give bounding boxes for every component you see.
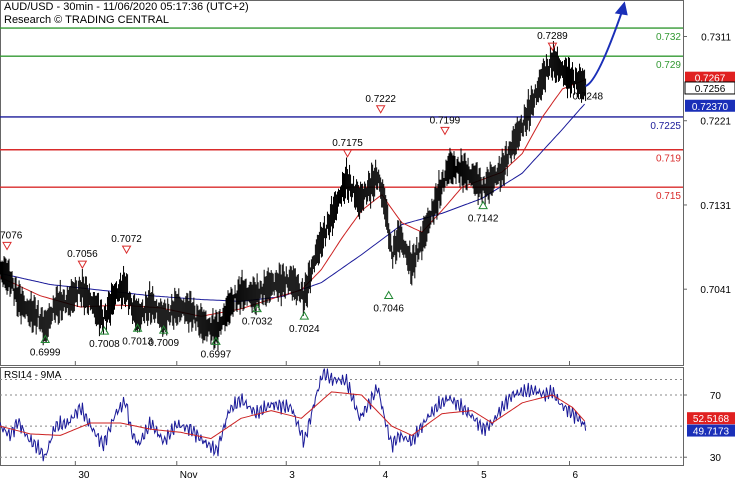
swing-high-label-4: 0.7072 (111, 234, 142, 245)
swing-low-label-12: 0.7046 (373, 304, 404, 315)
rsi-tag-box-0 (687, 412, 735, 425)
x-tick-label-5: 6 (573, 470, 579, 480)
swing-low-label-6: 0.7009 (148, 338, 179, 349)
x-tick-label-4: 5 (481, 470, 487, 480)
price-tag-box-2 (685, 99, 735, 112)
swing-low-marker-1 (40, 334, 51, 343)
chart-source: Research © TRADING CENTRAL (4, 14, 169, 26)
price-y-tick-label-0: 0.7311 (701, 33, 731, 44)
swing-high-label-15: 0.7289 (537, 31, 568, 42)
forecast-arrow-head (614, 1, 628, 16)
swing-high-marker-11 (375, 105, 386, 114)
rsi-ma-line (0, 391, 585, 440)
x-tick-label-1: Nov (180, 470, 198, 480)
price-panel-frame (0, 0, 684, 366)
price-y-tick-label-2: 0.7131 (700, 201, 731, 212)
swing-low-label-5: 0.7013 (122, 336, 153, 347)
price-y-tick-label-3: 0.7041 (700, 285, 731, 296)
rsi-tag-box-1 (687, 424, 735, 437)
level-label-1: 0.729 (656, 60, 681, 71)
swing-low-label-1: 0.6999 (30, 348, 61, 359)
level-label-0: 0.732 (656, 32, 681, 43)
swing-low-label-3: 0.7008 (89, 339, 120, 350)
swing-low-marker-6 (158, 325, 169, 334)
swing-high-marker-10 (342, 149, 353, 158)
swing-low-marker-7 (211, 336, 221, 345)
swing-high-marker-0 (2, 241, 12, 251)
price-bars (0, 41, 587, 351)
rsi-panel-frame (0, 367, 684, 466)
price-tag-label-1: 0.7256 (695, 84, 726, 95)
swing-high-label-0: 0.7076 (0, 230, 23, 241)
price-levels: 0.732 0.729 0.7225 0.719 0.715 (0, 27, 683, 202)
rsi-line (0, 368, 587, 462)
swing-high-label-13: 0.7199 (430, 115, 461, 126)
rsi-y-tick-label-1: 30 (710, 453, 722, 464)
rsi-y-tick-label-0: 70 (710, 391, 722, 402)
swing-low-label-9: 0.7024 (289, 324, 320, 335)
swing-tags: 0.70760.69990.70560.70080.70720.70130.70… (0, 31, 604, 360)
price-tag-label-0: 0.7267 (695, 74, 726, 85)
swing-low-marker-8 (252, 303, 262, 313)
swing-low-label-8: 0.7032 (242, 317, 273, 328)
swing-high-marker-13 (440, 126, 450, 136)
chart-title: AUD/USD - 30min - 11/06/2020 05:17:36 (U… (4, 1, 249, 13)
price-tag-label-2: 0.72370 (692, 102, 729, 113)
swing-low-label-14: 0.7142 (468, 214, 499, 225)
swing-low-marker-14 (478, 200, 488, 210)
forecast-arrow-line (585, 9, 624, 88)
swing-low-label-7: 0.6997 (201, 349, 232, 360)
level-label-4: 0.715 (656, 191, 681, 202)
swing-low-marker-5 (132, 323, 143, 332)
rsi-tag-label-0: 52.5168 (693, 414, 730, 425)
x-tick-label-2: 3 (289, 470, 295, 480)
x-tick-label-3: 4 (383, 470, 389, 480)
swing-high-label-2: 0.7056 (67, 249, 98, 260)
price-tag-box-1 (684, 81, 735, 95)
swing-low-marker-12 (383, 290, 394, 300)
price-tag-box-0 (685, 71, 735, 84)
swing-low-marker-3 (99, 326, 110, 335)
level-label-3: 0.719 (656, 154, 681, 165)
swing-high-marker-4 (121, 245, 132, 255)
price-y-tick-label-1: 0.7221 (700, 117, 731, 128)
pivot-label-16: 0.7248 (573, 91, 604, 102)
swing-high-marker-2 (77, 260, 88, 270)
swing-high-label-10: 0.7175 (332, 138, 363, 149)
swing-high-marker-15 (547, 42, 558, 52)
level-label-2: 0.7225 (650, 121, 681, 132)
rsi-title: RSI14 - 9MA (4, 370, 62, 381)
swing-high-label-11: 0.7222 (365, 94, 396, 105)
swing-low-marker-9 (299, 311, 310, 320)
rsi-tag-label-1: 49.7173 (693, 427, 730, 438)
x-tick-label-0: 30 (78, 470, 90, 480)
